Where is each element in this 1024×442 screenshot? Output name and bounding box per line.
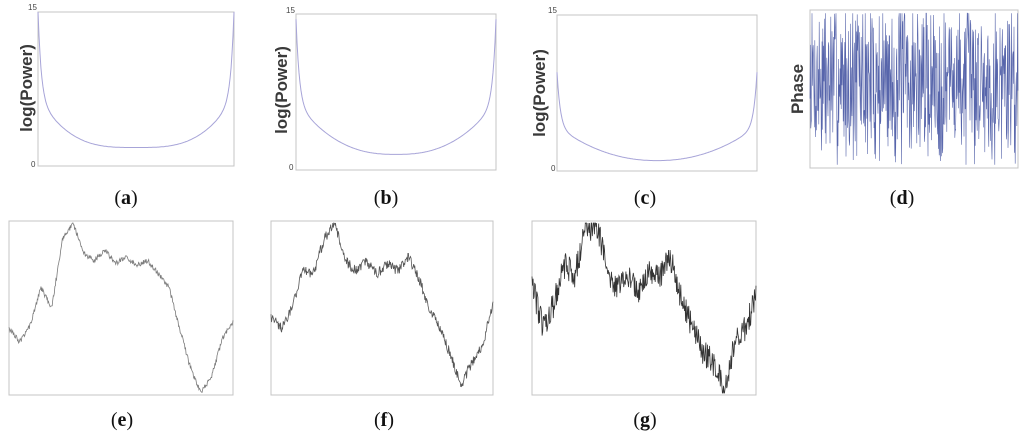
- panel-g: (g): [523, 215, 773, 442]
- panel-c-caption: (c): [633, 187, 657, 209]
- panel-e-plot: [8, 220, 234, 396]
- panel-d: Phase (d): [778, 0, 1024, 215]
- panel-d-phase-series: [809, 12, 1019, 165]
- panel-b: log(Power) 15 0 (b): [258, 0, 508, 215]
- panel-b-frame: [295, 13, 497, 171]
- panel-b-ytick-top: 15: [286, 6, 295, 15]
- panel-a: log(Power) 15 0 (a): [0, 0, 250, 215]
- panel-e: (e): [0, 215, 250, 442]
- panel-d-plot: [809, 9, 1019, 169]
- panel-e-frame: [8, 220, 234, 396]
- panel-c-ytick-top: 15: [548, 6, 557, 15]
- panel-g-series: [531, 222, 757, 394]
- panel-g-frame: [531, 220, 757, 396]
- panel-a-ytick-bottom: 0: [31, 160, 36, 169]
- panel-c-power-curve: [556, 72, 758, 162]
- panel-f-frame: [270, 220, 494, 396]
- panel-a-frame: [37, 11, 235, 167]
- panel-f-series: [270, 222, 494, 388]
- panel-f-plot: [270, 220, 494, 396]
- panel-b-caption: (b): [373, 187, 399, 209]
- panel-c-ytick-bottom: 0: [551, 164, 556, 173]
- panel-a-power-curve: [37, 11, 235, 148]
- panel-a-ytick-top: 15: [28, 3, 37, 12]
- panel-g-plot: [531, 220, 757, 396]
- panel-b-ytick-bottom: 0: [289, 163, 294, 172]
- panel-a-plot: [37, 11, 235, 167]
- panel-f: (f): [262, 215, 512, 442]
- panel-b-power-curve: [295, 19, 497, 155]
- panel-a-caption: (a): [114, 187, 138, 209]
- panel-g-caption: (g): [633, 409, 657, 431]
- panel-c-frame: [556, 14, 758, 172]
- panel-b-plot: [295, 13, 497, 171]
- panel-f-caption: (f): [373, 409, 394, 431]
- panel-e-caption: (e): [110, 409, 134, 431]
- panel-c: log(Power) 15 0 (c): [519, 0, 769, 215]
- panel-e-series: [8, 222, 234, 393]
- panel-d-caption: (d): [889, 187, 915, 209]
- panel-c-plot: [556, 14, 758, 172]
